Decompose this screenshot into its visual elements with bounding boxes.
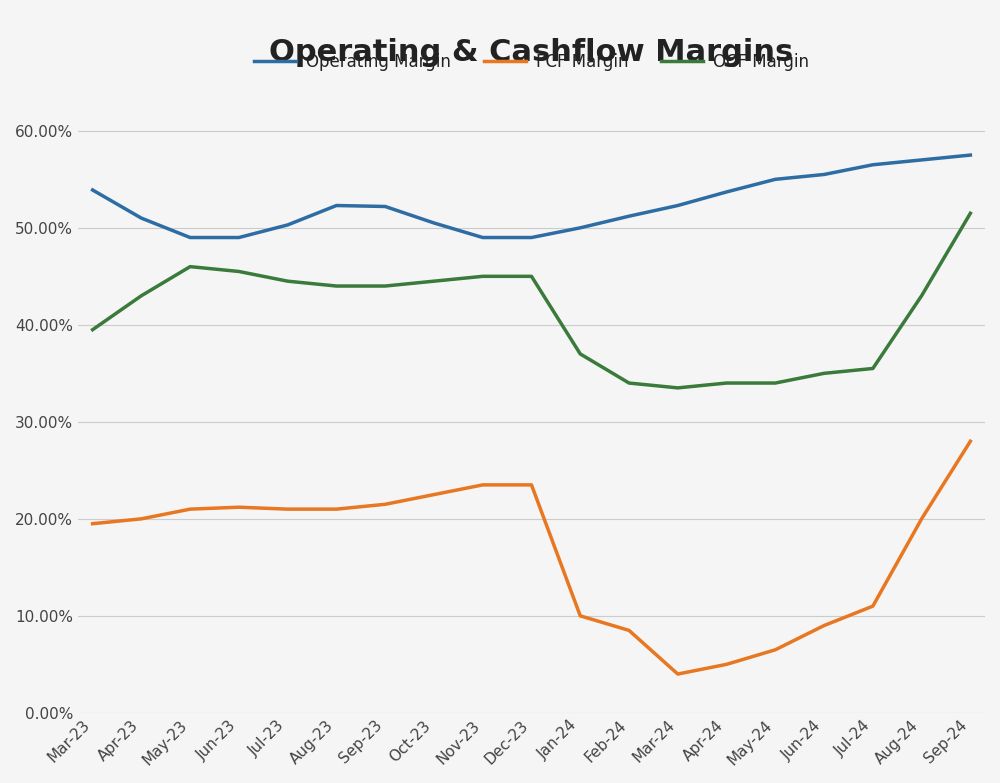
Operating Margin <box>135 214 147 223</box>
Operating Margin <box>867 160 879 169</box>
Operating Margin <box>964 150 976 160</box>
FCF Margin <box>525 480 537 489</box>
FCF Margin <box>87 519 99 529</box>
FCF Margin <box>867 601 879 611</box>
Operating Margin <box>184 233 196 242</box>
FCF Margin <box>428 490 440 500</box>
OCF Margin <box>135 291 147 301</box>
FCF Margin <box>184 504 196 514</box>
FCF Margin <box>721 659 733 669</box>
Line: OCF Margin: OCF Margin <box>93 213 970 388</box>
Operating Margin <box>282 220 294 229</box>
FCF Margin <box>672 669 684 679</box>
OCF Margin <box>330 281 342 290</box>
Operating Margin <box>330 200 342 210</box>
OCF Margin <box>818 369 830 378</box>
OCF Margin <box>867 364 879 373</box>
OCF Margin <box>379 281 391 290</box>
Operating Margin <box>87 186 99 195</box>
Operating Margin <box>233 233 245 242</box>
FCF Margin <box>233 503 245 512</box>
Operating Margin <box>818 170 830 179</box>
FCF Margin <box>916 514 928 524</box>
Operating Margin <box>477 233 489 242</box>
FCF Margin <box>135 514 147 524</box>
OCF Margin <box>87 325 99 334</box>
FCF Margin <box>623 626 635 635</box>
OCF Margin <box>721 378 733 388</box>
FCF Margin <box>477 480 489 489</box>
Line: FCF Margin: FCF Margin <box>93 442 970 674</box>
Line: Operating Margin: Operating Margin <box>93 155 970 237</box>
Title: Operating & Cashflow Margins: Operating & Cashflow Margins <box>269 38 794 67</box>
OCF Margin <box>525 272 537 281</box>
Operating Margin <box>525 233 537 242</box>
Operating Margin <box>721 187 733 197</box>
OCF Margin <box>964 208 976 218</box>
FCF Margin <box>330 504 342 514</box>
Legend: Operating Margin, FCF Margin, OCF Margin: Operating Margin, FCF Margin, OCF Margin <box>247 46 816 78</box>
OCF Margin <box>477 272 489 281</box>
Operating Margin <box>672 200 684 210</box>
OCF Margin <box>233 267 245 276</box>
FCF Margin <box>964 437 976 446</box>
Operating Margin <box>379 202 391 211</box>
Operating Margin <box>769 175 781 184</box>
Operating Margin <box>428 218 440 228</box>
Operating Margin <box>916 155 928 164</box>
Operating Margin <box>574 223 586 233</box>
OCF Margin <box>916 291 928 301</box>
FCF Margin <box>379 500 391 509</box>
FCF Margin <box>574 612 586 621</box>
OCF Margin <box>574 349 586 359</box>
OCF Margin <box>282 276 294 286</box>
OCF Margin <box>769 378 781 388</box>
OCF Margin <box>184 262 196 272</box>
FCF Margin <box>818 621 830 630</box>
OCF Margin <box>428 276 440 286</box>
FCF Margin <box>769 645 781 655</box>
Operating Margin <box>623 211 635 221</box>
OCF Margin <box>623 378 635 388</box>
FCF Margin <box>282 504 294 514</box>
OCF Margin <box>672 383 684 392</box>
